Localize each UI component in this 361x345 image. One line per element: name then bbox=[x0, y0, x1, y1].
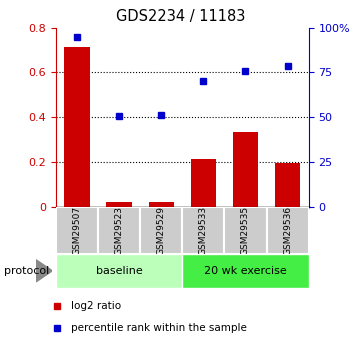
Polygon shape bbox=[36, 260, 52, 282]
Bar bbox=[149, 202, 174, 207]
Text: GSM29523: GSM29523 bbox=[115, 206, 123, 255]
Text: 20 wk exercise: 20 wk exercise bbox=[204, 266, 287, 276]
Text: GSM29536: GSM29536 bbox=[283, 206, 292, 255]
Bar bbox=[56, 254, 182, 288]
Text: protocol: protocol bbox=[4, 266, 49, 276]
Bar bbox=[182, 254, 309, 288]
Bar bbox=[275, 163, 300, 207]
Text: baseline: baseline bbox=[96, 266, 143, 276]
Text: log2 ratio: log2 ratio bbox=[71, 300, 121, 310]
Text: GDS2234 / 11183: GDS2234 / 11183 bbox=[116, 9, 245, 23]
Text: GSM29507: GSM29507 bbox=[73, 206, 82, 255]
Bar bbox=[225, 207, 266, 254]
Bar bbox=[64, 47, 90, 207]
Bar bbox=[140, 207, 182, 254]
Bar bbox=[191, 159, 216, 207]
Bar bbox=[266, 207, 309, 254]
Bar bbox=[233, 132, 258, 207]
Bar bbox=[56, 207, 98, 254]
Text: GSM29535: GSM29535 bbox=[241, 206, 250, 255]
Text: GSM29529: GSM29529 bbox=[157, 206, 166, 255]
Text: percentile rank within the sample: percentile rank within the sample bbox=[71, 323, 247, 333]
Bar bbox=[182, 207, 225, 254]
Bar bbox=[98, 207, 140, 254]
Bar bbox=[106, 202, 132, 207]
Text: GSM29533: GSM29533 bbox=[199, 206, 208, 255]
